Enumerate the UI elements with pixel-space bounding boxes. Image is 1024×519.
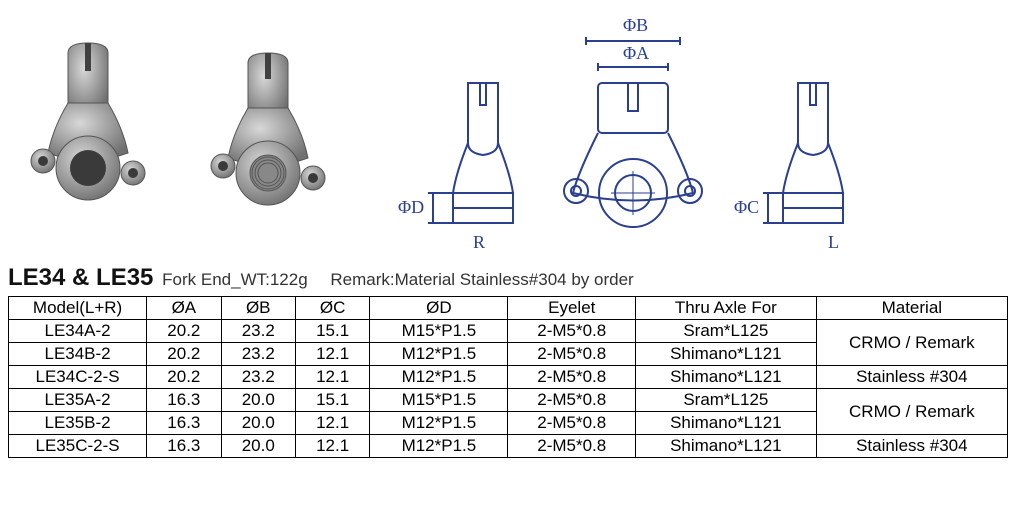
cell-model: LE35A-2 [9,389,147,412]
label-phiA: ΦA [623,43,649,63]
cell-eyelet: 2-M5*0.8 [508,389,636,412]
cell-material: CRMO / Remark [816,320,1007,366]
cell-od: M12*P1.5 [370,366,508,389]
col-ob: ØB [221,297,295,320]
table-row: LE34A-220.223.215.1M15*P1.52-M5*0.8Sram*… [9,320,1008,343]
col-od: ØD [370,297,508,320]
cell-oa: 16.3 [147,412,221,435]
cell-eyelet: 2-M5*0.8 [508,412,636,435]
table-row: LE35A-216.320.015.1M15*P1.52-M5*0.8Sram*… [9,389,1008,412]
cell-axle: Shimano*L121 [636,412,817,435]
table-row: LE34C-2-S20.223.212.1M12*P1.52-M5*0.8Shi… [9,366,1008,389]
cell-oc: 12.1 [295,343,369,366]
cell-model: LE34C-2-S [9,366,147,389]
label-R: R [473,232,485,252]
cell-oc: 12.1 [295,366,369,389]
engineering-diagram: ΦB ΦA [368,13,928,253]
cell-eyelet: 2-M5*0.8 [508,366,636,389]
cell-eyelet: 2-M5*0.8 [508,435,636,458]
table-row: LE35C-2-S16.320.012.1M12*P1.52-M5*0.8Shi… [9,435,1008,458]
cell-od: M15*P1.5 [370,320,508,343]
cell-ob: 20.0 [221,389,295,412]
col-eyelet: Eyelet [508,297,636,320]
cell-axle: Sram*L125 [636,320,817,343]
cell-oa: 16.3 [147,435,221,458]
cell-ob: 20.0 [221,412,295,435]
cell-axle: Shimano*L121 [636,435,817,458]
product-title: LE34 & LE35 [8,264,153,291]
cell-oa: 16.3 [147,389,221,412]
cell-oc: 12.1 [295,412,369,435]
product-remark: Remark:Material Stainless#304 by order [330,270,633,289]
cell-od: M12*P1.5 [370,343,508,366]
cell-oa: 20.2 [147,366,221,389]
col-mat: Material [816,297,1007,320]
col-model: Model(L+R) [9,297,147,320]
product-subtitle: Fork End_WT:122g [162,270,308,289]
table-header-row: Model(L+R) ØA ØB ØC ØD Eyelet Thru Axle … [9,297,1008,320]
cell-oa: 20.2 [147,343,221,366]
product-photo-left [8,33,168,233]
cell-ob: 23.2 [221,343,295,366]
figure-area: ΦB ΦA [8,8,1016,258]
cell-material: Stainless #304 [816,435,1007,458]
cell-model: LE35C-2-S [9,435,147,458]
label-phiB: ΦB [623,15,648,35]
cell-material: CRMO / Remark [816,389,1007,435]
spec-table: Model(L+R) ØA ØB ØC ØD Eyelet Thru Axle … [8,296,1008,458]
cell-axle: Sram*L125 [636,389,817,412]
cell-axle: Shimano*L121 [636,366,817,389]
cell-oc: 15.1 [295,320,369,343]
label-phiD: ΦD [398,197,424,217]
col-axle: Thru Axle For [636,297,817,320]
col-oa: ØA [147,297,221,320]
cell-model: LE35B-2 [9,412,147,435]
col-oc: ØC [295,297,369,320]
cell-od: M15*P1.5 [370,389,508,412]
cell-oc: 15.1 [295,389,369,412]
cell-axle: Shimano*L121 [636,343,817,366]
cell-oa: 20.2 [147,320,221,343]
cell-material: Stainless #304 [816,366,1007,389]
cell-ob: 20.0 [221,435,295,458]
label-L: L [828,232,839,252]
cell-od: M12*P1.5 [370,412,508,435]
label-phiC: ΦC [734,197,759,217]
cell-oc: 12.1 [295,435,369,458]
title-row: LE34 & LE35 Fork End_WT:122g Remark:Mate… [8,264,1016,292]
cell-od: M12*P1.5 [370,435,508,458]
product-photo-right [188,33,348,233]
cell-model: LE34A-2 [9,320,147,343]
cell-eyelet: 2-M5*0.8 [508,320,636,343]
cell-ob: 23.2 [221,366,295,389]
cell-eyelet: 2-M5*0.8 [508,343,636,366]
cell-ob: 23.2 [221,320,295,343]
cell-model: LE34B-2 [9,343,147,366]
